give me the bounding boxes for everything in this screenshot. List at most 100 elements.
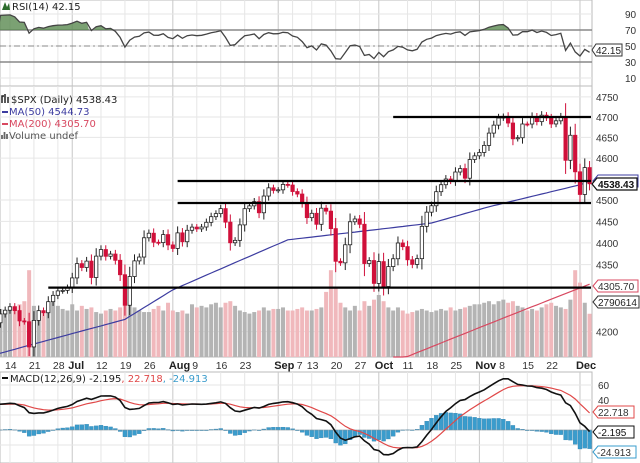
volume-bar xyxy=(439,308,444,357)
volume-bar xyxy=(554,305,559,357)
macd-histogram-bar xyxy=(376,429,381,440)
candle-down xyxy=(304,202,310,219)
candle-up xyxy=(309,212,314,219)
volume-bar xyxy=(400,310,405,357)
candle-up xyxy=(515,137,520,140)
volume-bar xyxy=(0,308,3,357)
volume-bar xyxy=(233,305,238,357)
macd-histogram-bar xyxy=(391,429,396,437)
candle-up xyxy=(438,184,444,193)
volume-bar xyxy=(348,310,353,357)
macd-histogram-bar xyxy=(319,429,324,439)
candle-up xyxy=(175,232,180,249)
candle-up xyxy=(46,301,51,314)
candle-up xyxy=(539,114,544,123)
candle-down xyxy=(17,310,22,322)
date-tick-label: 7 xyxy=(297,360,303,372)
volume-bar xyxy=(486,301,491,357)
macd-legend-name: MACD(12,26,9) xyxy=(10,374,86,385)
volume-bar xyxy=(534,310,539,357)
candle-down xyxy=(79,263,84,268)
date-tick-label: 20 xyxy=(331,360,343,372)
symbol-legend: $SPX (Daily) 4538.43 xyxy=(11,95,117,106)
volume-bar xyxy=(501,299,506,357)
macd-histogram-bar xyxy=(103,425,108,431)
volume-bar xyxy=(142,312,147,357)
volume-bar xyxy=(204,307,209,357)
volume-bar xyxy=(482,302,487,357)
candle-down xyxy=(587,167,592,185)
volume-bar xyxy=(309,310,314,357)
volume-bar xyxy=(525,310,530,357)
macd-histogram-bar xyxy=(419,425,425,431)
volume-bar xyxy=(218,307,223,357)
macd-histogram-bar xyxy=(381,429,386,442)
candle-up xyxy=(74,263,80,279)
candle-down xyxy=(122,274,128,306)
volume-bar xyxy=(41,312,46,357)
macd-histogram-bar xyxy=(477,418,482,431)
candle-down xyxy=(165,234,171,246)
macd-histogram-bar xyxy=(266,427,271,431)
candle-up xyxy=(185,229,190,243)
date-tick-label: 16 xyxy=(216,360,228,372)
volume-bar xyxy=(247,313,252,357)
volume-bar xyxy=(319,307,324,357)
volume-bar xyxy=(151,308,156,357)
candle-up xyxy=(0,313,3,324)
candle-down xyxy=(510,122,516,140)
macd-histogram-bar xyxy=(323,429,329,438)
volume-bar xyxy=(563,308,568,357)
candle-down xyxy=(12,306,17,311)
macd-histogram-bar xyxy=(280,426,286,431)
candle-down xyxy=(27,321,32,348)
macd-histogram-bar xyxy=(510,425,516,431)
price-tag: 4538.43 xyxy=(591,177,638,191)
rsi-axis: 90 70 50 30 10 xyxy=(625,10,637,85)
candle-down xyxy=(180,232,185,243)
candle-up xyxy=(108,253,113,257)
volume-bar xyxy=(352,305,357,357)
volume-bar xyxy=(453,310,458,357)
candle-up xyxy=(94,255,99,278)
macd-histogram-bar xyxy=(94,425,99,431)
volume-bar xyxy=(573,270,578,357)
volume-bar xyxy=(539,307,544,357)
volume-bar xyxy=(381,301,386,357)
price-tick-label: 4650 xyxy=(596,133,619,144)
volume-bar xyxy=(70,304,75,357)
candle-down xyxy=(113,253,118,261)
macd-histogram-bar xyxy=(467,416,472,431)
macd-tick-label: 60 xyxy=(598,381,610,392)
volume-bar xyxy=(170,310,175,357)
rsi-tick-label: 50 xyxy=(625,42,637,53)
rsi-line xyxy=(0,14,590,60)
volume-bar xyxy=(395,307,400,357)
candle-up xyxy=(395,242,401,260)
support-lines xyxy=(48,115,591,289)
date-tick-label: 14 xyxy=(5,360,17,372)
candle-up xyxy=(127,276,132,306)
volume-bar xyxy=(429,312,434,357)
volume-bar xyxy=(103,310,108,357)
candle-down xyxy=(410,259,415,265)
volume-bar xyxy=(405,313,410,357)
date-tick-label: 26 xyxy=(144,360,156,372)
candle-up xyxy=(386,266,391,287)
moving-averages xyxy=(0,180,590,358)
volume-bar xyxy=(391,310,396,357)
volume-bar xyxy=(443,310,448,357)
candle-up xyxy=(568,134,573,161)
volume-bar xyxy=(304,310,309,357)
volume-bar xyxy=(3,310,8,357)
volume-bar xyxy=(156,305,161,357)
candle-up xyxy=(453,171,458,182)
macd-histogram-bar xyxy=(448,412,453,431)
volume-bar xyxy=(271,308,276,357)
volume-bar xyxy=(257,310,262,357)
candle-up xyxy=(218,208,223,215)
volume-bar xyxy=(55,305,60,357)
macd-histogram-bar xyxy=(486,418,492,431)
candle-down xyxy=(271,187,276,191)
volume-bar xyxy=(434,310,439,357)
